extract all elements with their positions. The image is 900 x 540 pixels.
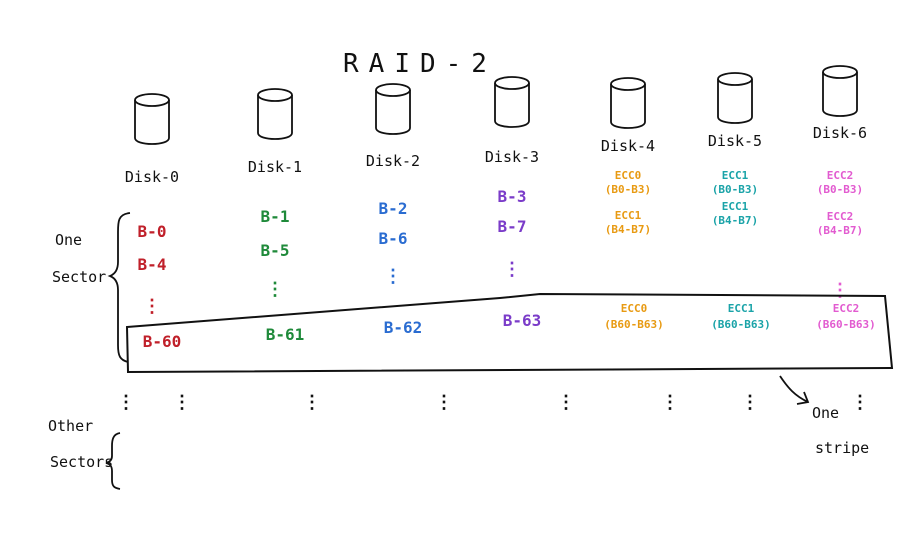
- one-sector-label-line2: Sector: [52, 268, 106, 286]
- disk-2-column: Disk-2 B-2 B-6 ⋮ B-62 ⋮: [366, 83, 453, 413]
- disk-6-entry-0-ecc: ECC2: [827, 169, 854, 182]
- disk-3-block-1: B-7: [498, 217, 527, 236]
- disk-3-label: Disk-3: [485, 148, 539, 166]
- disk-4-entry-1-range: (B4-B7): [605, 223, 651, 236]
- disk-1-block-1: B-5: [261, 241, 290, 260]
- disk-0-label: Disk-0: [125, 168, 179, 186]
- disk-4-cylinder-icon: [610, 77, 646, 129]
- one-stripe-arrow: [779, 375, 809, 403]
- disk-1-stripe-block: B-61: [266, 325, 305, 344]
- disk-4-entry-1-ecc: ECC1: [615, 209, 642, 222]
- disk-6-column: Disk-6ECC2(B0-B3)ECC2(B4-B7)⋮ECC2(B60-B6…: [813, 65, 876, 413]
- disk-3-column: Disk-3 B-3 B-7 ⋮ B-63 ⋮: [485, 76, 575, 413]
- one-sector-label-line1: One: [55, 231, 82, 249]
- disk-4-stripe-ecc: ECC0: [621, 302, 648, 315]
- disk-4-entry-0-ecc: ECC0: [615, 169, 642, 182]
- disk-1-other-dots: ⋮: [303, 392, 321, 413]
- one-sector-brace: [107, 212, 131, 363]
- disk-5-label: Disk-5: [708, 132, 762, 150]
- disk-2-block-0: B-2: [379, 199, 408, 218]
- disk-0-block-1: B-4: [138, 255, 167, 274]
- one-stripe-arrowhead: [796, 391, 810, 405]
- disk-0-column: Disk-0 B-0 B-4 ⋮ B-60 ⋮: [125, 93, 191, 413]
- disk-6-sector-dots: ⋮: [831, 280, 849, 301]
- disk-4-entry-0-range: (B0-B3): [605, 183, 651, 196]
- one-stripe-label-line1: One: [812, 404, 839, 422]
- disk-3-stripe-block: B-63: [503, 311, 542, 330]
- disks-group: Disk-0B-0B-4⋮B-60⋮Disk-1B-1B-5⋮B-61⋮Disk…: [125, 65, 876, 413]
- disk-3-sector-dots: ⋮: [503, 259, 521, 280]
- disk-3-cylinder-icon: [494, 76, 530, 128]
- disk-5-stripe-range: (B60-B63): [711, 318, 771, 331]
- disk-4-column: Disk-4ECC0(B0-B3)ECC1(B4-B7)ECC0(B60-B63…: [601, 77, 679, 413]
- disk-6-entry-1-ecc: ECC2: [827, 210, 854, 223]
- disk-4-stripe-range: (B60-B63): [604, 318, 664, 331]
- disk-0-sector-dots: ⋮: [143, 296, 161, 317]
- disk-1-sector-dots: ⋮: [266, 279, 284, 300]
- disk-0-block-0: B-0: [138, 222, 167, 241]
- disk-4-other-dots: ⋮: [661, 392, 679, 413]
- disk-5-entry-0-range: (B0-B3): [712, 183, 758, 196]
- disk-2-label: Disk-2: [366, 152, 420, 170]
- disk-2-block-1: B-6: [379, 229, 408, 248]
- disk-5-cylinder-icon: [717, 72, 753, 124]
- disk-6-stripe-ecc: ECC2: [833, 302, 860, 315]
- disk-0-stripe-block: B-60: [143, 332, 182, 351]
- other-sectors-label-line1: Other: [48, 417, 93, 435]
- disk-0-other-dots: ⋮: [173, 392, 191, 413]
- other-sectors-brace: [105, 432, 121, 490]
- one-stripe-label-line2: stripe: [815, 439, 869, 457]
- disk-1-block-0: B-1: [261, 207, 290, 226]
- disk-5-entry-0-ecc: ECC1: [722, 169, 749, 182]
- disk-6-entry-0-range: (B0-B3): [817, 183, 863, 196]
- other-sectors-label-line2: Sectors: [50, 453, 113, 471]
- disk-2-other-dots: ⋮: [435, 392, 453, 413]
- disk-5-entry-1-range: (B4-B7): [712, 214, 758, 227]
- disk-6-cylinder-icon: [822, 65, 858, 117]
- disk-6-entry-1-range: (B4-B7): [817, 224, 863, 237]
- disk-2-stripe-block: B-62: [384, 318, 423, 337]
- disk-5-other-dots: ⋮: [741, 392, 759, 413]
- disk-1-column: Disk-1 B-1 B-5 ⋮ B-61 ⋮: [248, 88, 321, 413]
- disk-5-column: Disk-5ECC1(B0-B3)ECC1(B4-B7)ECC1(B60-B63…: [708, 72, 771, 413]
- continuation-dots-left: ⋮: [117, 392, 135, 413]
- continuation-dots: ⋮: [117, 392, 135, 413]
- disk-3-block-0: B-3: [498, 187, 527, 206]
- disk-6-stripe-range: (B60-B63): [816, 318, 876, 331]
- disk-0-cylinder-icon: [134, 93, 170, 145]
- disk-1-label: Disk-1: [248, 158, 302, 176]
- disk-3-other-dots: ⋮: [557, 392, 575, 413]
- disk-4-label: Disk-4: [601, 137, 655, 155]
- stripe-outline: [125, 292, 894, 374]
- disk-5-entry-1-ecc: ECC1: [722, 200, 749, 213]
- disk-6-other-dots: ⋮: [851, 392, 869, 413]
- diagram-title: RAID-2: [343, 49, 497, 79]
- disk-5-stripe-ecc: ECC1: [728, 302, 755, 315]
- disk-1-cylinder-icon: [257, 88, 293, 140]
- disk-6-label: Disk-6: [813, 124, 867, 142]
- disk-2-cylinder-icon: [375, 83, 411, 135]
- disk-2-sector-dots: ⋮: [384, 266, 402, 287]
